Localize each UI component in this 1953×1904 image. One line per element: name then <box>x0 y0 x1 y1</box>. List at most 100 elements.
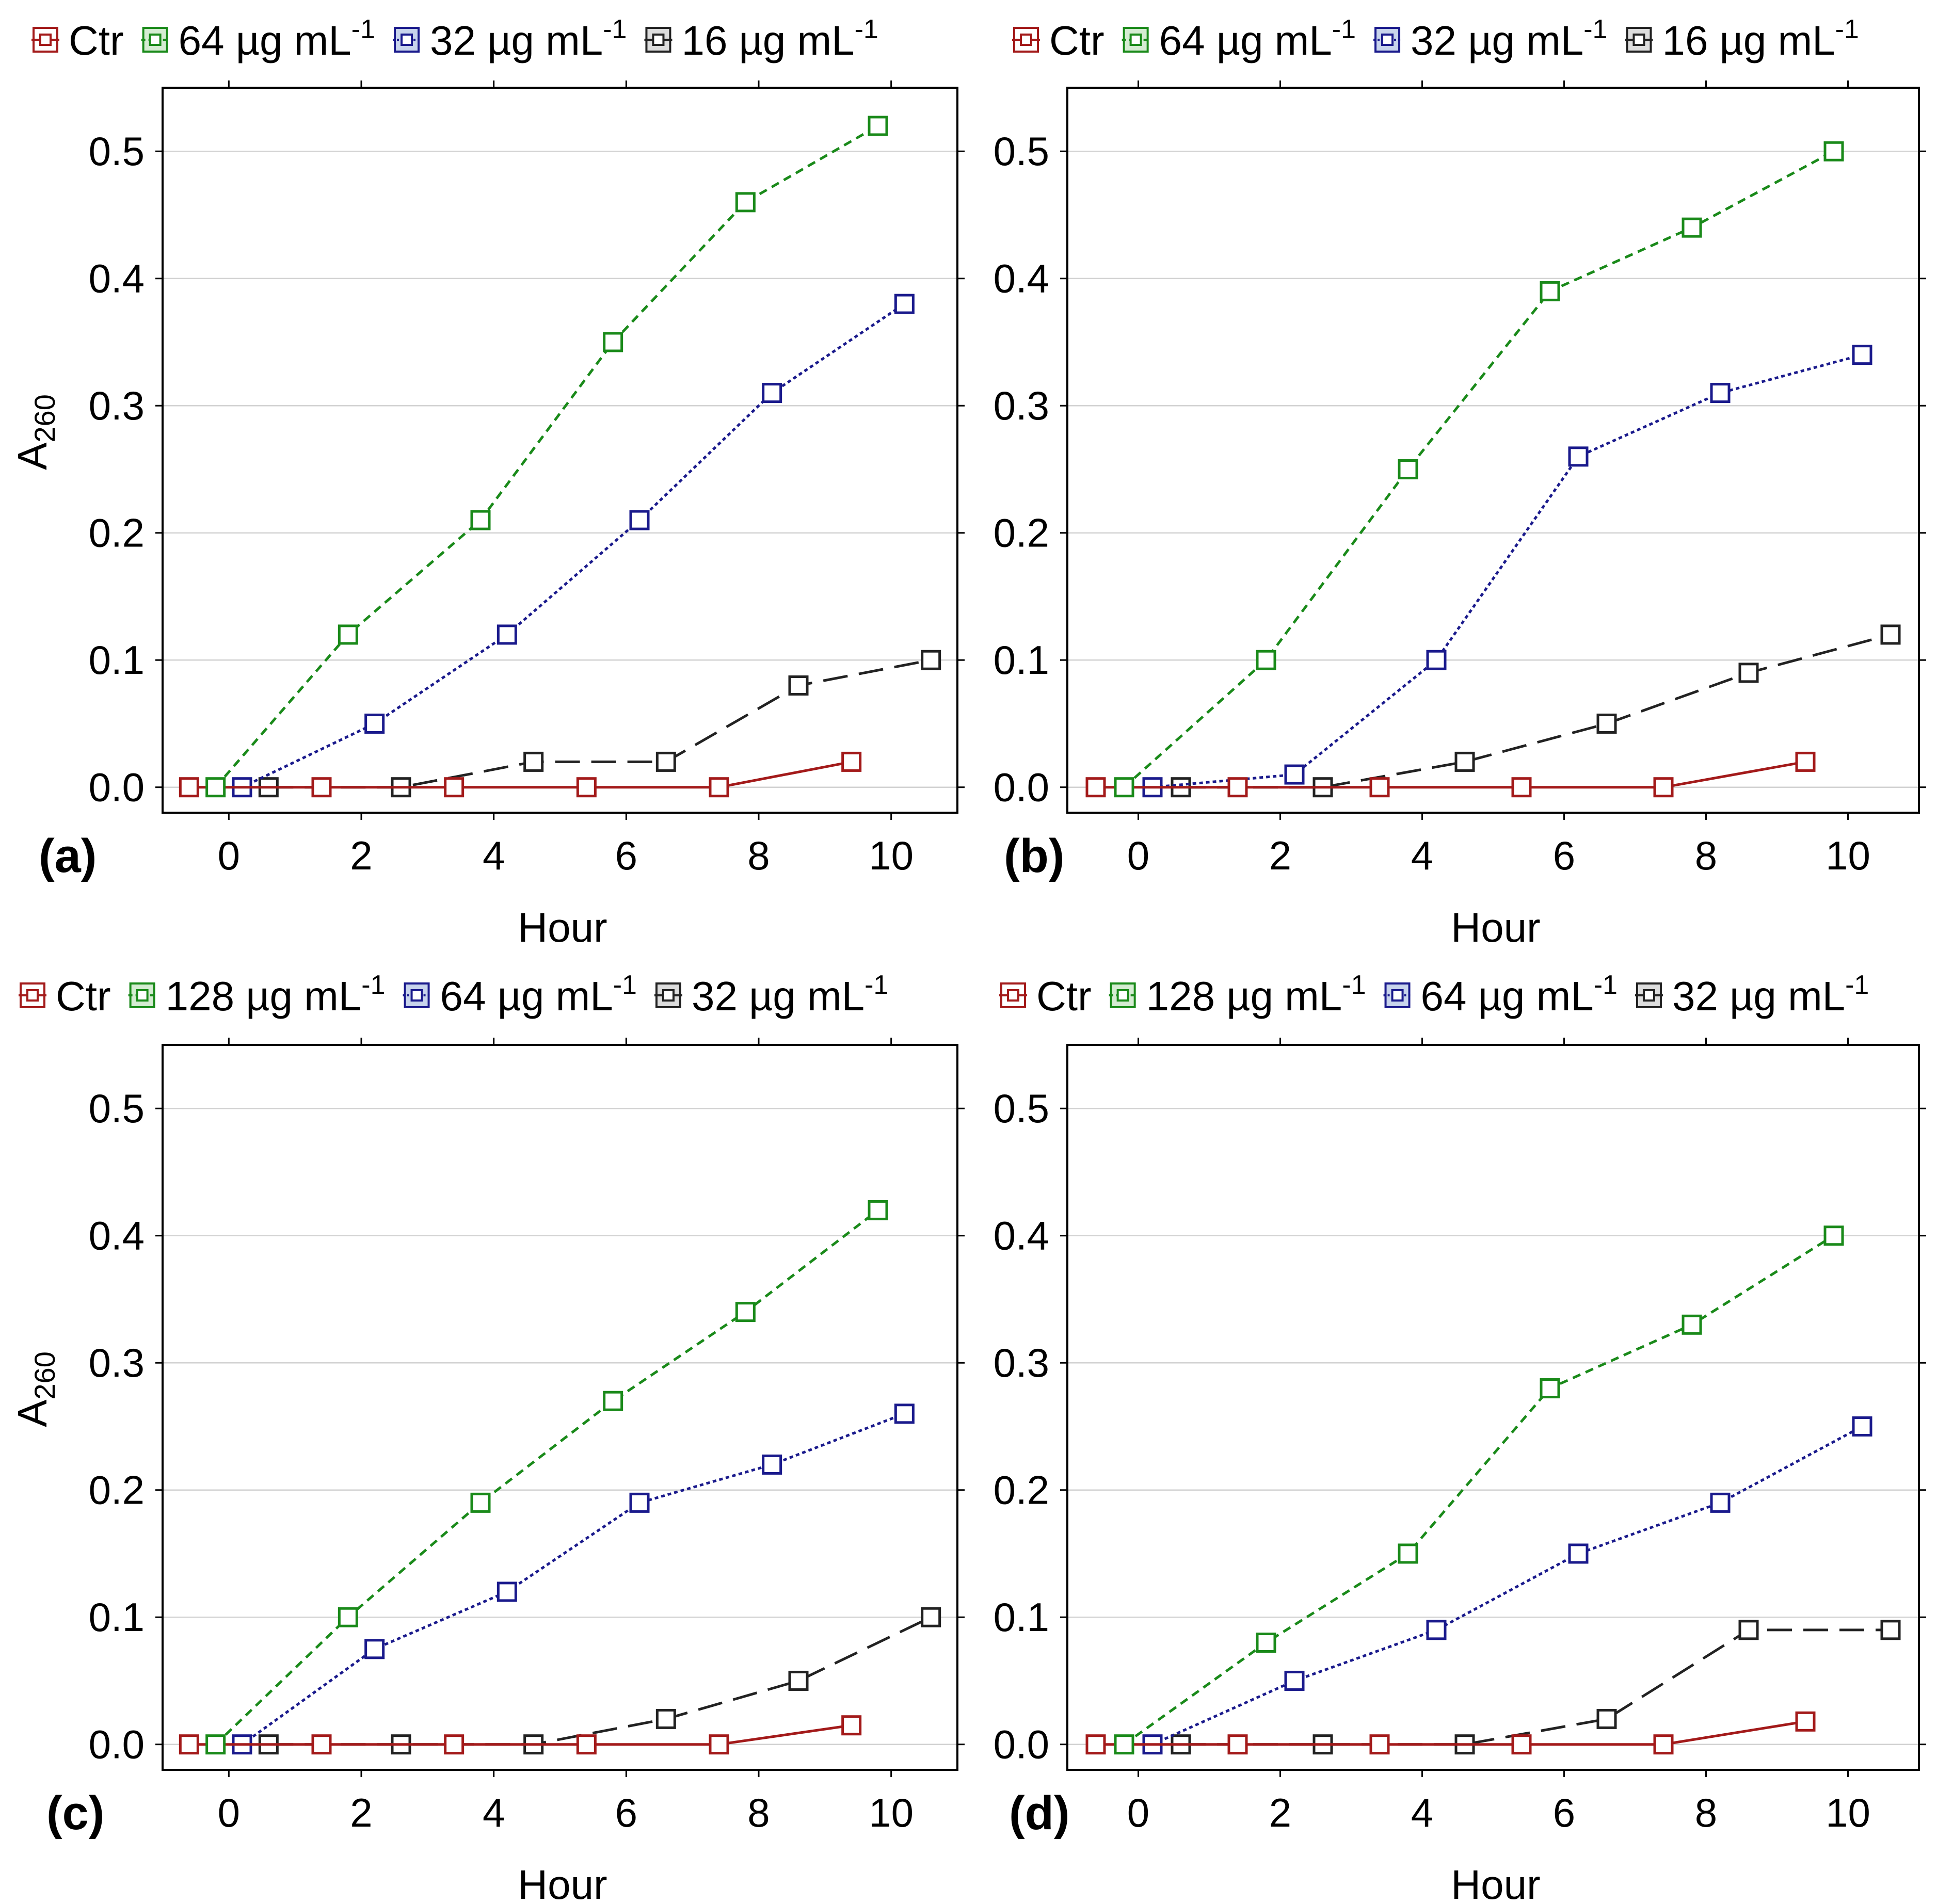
legend-item-4: 16 µg mL-1 <box>644 14 878 63</box>
data-point <box>1511 1734 1532 1755</box>
legend-item-1: Ctr <box>19 973 111 1019</box>
x-tick-label: 8 <box>747 833 770 878</box>
x-tick-label: 4 <box>1411 833 1433 878</box>
legend-label-main: 64 µg mL <box>1159 18 1332 63</box>
data-point <box>868 116 888 136</box>
legend-marker <box>662 989 675 1002</box>
series-line <box>214 124 879 788</box>
legend-label: 64 µg mL-1 <box>440 970 637 1019</box>
data-point <box>1738 1620 1759 1640</box>
legend-item-2: 64 µg mL-1 <box>141 14 375 63</box>
legend-marker <box>1116 989 1129 1002</box>
legend-label: Ctr <box>1036 973 1092 1019</box>
y-tick-label: 0.4 <box>994 256 1049 301</box>
legend-label: 32 µg mL-1 <box>1411 14 1607 63</box>
data-point <box>629 1492 650 1513</box>
legend-label-main: Ctr <box>1036 973 1092 1019</box>
data-point <box>1227 1734 1248 1755</box>
legend: Ctr 64 µg mL-1 32 µg mL-1 16 µg mL-1 <box>1012 14 1859 63</box>
series-4 <box>1171 1620 1901 1755</box>
y-tick-label: 0.0 <box>994 1722 1049 1767</box>
series-line <box>1123 1234 1835 1746</box>
plot-frame <box>162 87 958 814</box>
y-tick-label: 0.5 <box>89 1086 145 1131</box>
data-point <box>205 1734 226 1755</box>
series-4 <box>1171 624 1901 798</box>
legend-label-sup: -1 <box>1332 14 1356 44</box>
series-2 <box>205 1200 888 1755</box>
y-tick-label: 0.2 <box>994 1467 1049 1513</box>
y-axis-title-sub: 260 <box>28 1351 61 1399</box>
data-point <box>788 675 809 696</box>
x-tick-label: 2 <box>350 833 372 878</box>
x-tick-label: 8 <box>1695 833 1717 878</box>
legend-marker <box>1632 34 1645 46</box>
series-line <box>1123 150 1835 788</box>
series-1 <box>179 1715 862 1755</box>
data-point <box>179 1734 199 1755</box>
y-axis-title-main: A <box>9 1399 55 1427</box>
x-tick-label: 6 <box>1553 833 1575 878</box>
y-tick-label: 0.1 <box>994 1594 1049 1640</box>
data-point <box>1511 777 1532 798</box>
legend-label-main: 32 µg mL <box>430 18 603 63</box>
legend-label: 32 µg mL-1 <box>1672 970 1869 1019</box>
plot-frame <box>1066 1044 1920 1771</box>
data-point <box>1540 1378 1560 1399</box>
data-point <box>1795 1711 1816 1732</box>
legend-label: 32 µg mL-1 <box>692 970 888 1019</box>
x-axis-title: Hour <box>1451 1862 1540 1904</box>
legend-label-sup: -1 <box>351 14 375 44</box>
y-tick-label: 0.1 <box>89 1594 145 1640</box>
data-point <box>735 192 756 213</box>
data-point <box>364 713 385 734</box>
y-tick-label: 0.0 <box>994 765 1049 810</box>
x-tick-label: 0 <box>218 1790 240 1835</box>
x-tick-label: 0 <box>218 833 240 878</box>
legend-marker <box>410 989 423 1002</box>
y-tick-label: 0.4 <box>89 256 145 301</box>
data-point <box>709 777 729 798</box>
legend-label-main: 64 µg mL <box>179 18 351 63</box>
series-line <box>1096 760 1806 789</box>
series-2 <box>1114 141 1844 798</box>
data-point <box>1540 281 1560 301</box>
data-point <box>1852 345 1872 365</box>
legend-marker <box>39 34 52 46</box>
legend-label-main: 128 µg mL <box>166 973 362 1019</box>
legend-item-4: 32 µg mL-1 <box>654 970 888 1019</box>
data-point <box>1653 1734 1674 1755</box>
series-line <box>189 1724 852 1746</box>
data-point <box>1085 777 1106 798</box>
x-tick-label: 8 <box>747 1790 770 1835</box>
legend-item-2: 128 µg mL-1 <box>128 970 386 1019</box>
data-point <box>1114 1734 1134 1755</box>
series-line <box>189 760 852 789</box>
data-point <box>1653 777 1674 798</box>
legend-marker <box>401 34 413 46</box>
data-point <box>338 624 358 645</box>
data-point <box>444 777 465 798</box>
legend-label-sup: -1 <box>1342 970 1366 1000</box>
data-point <box>1596 1708 1617 1729</box>
y-tick-label: 0.0 <box>89 1722 145 1767</box>
data-point <box>1256 650 1276 670</box>
data-point <box>735 1302 756 1322</box>
legend-item-3: 64 µg mL-1 <box>1383 970 1618 1019</box>
x-tick-label: 6 <box>615 1790 637 1835</box>
y-tick-label: 0.5 <box>994 128 1049 174</box>
series-line <box>1096 1720 1806 1746</box>
x-tick-label: 10 <box>869 833 914 878</box>
legend-label: Ctr <box>1049 18 1104 63</box>
legend-marker <box>1381 34 1394 46</box>
legend-label: 64 µg mL-1 <box>1421 970 1618 1019</box>
data-point <box>1823 141 1844 162</box>
x-tick-label: 6 <box>615 833 637 878</box>
data-point <box>1596 713 1617 734</box>
data-point <box>1426 650 1447 670</box>
data-point <box>576 777 597 798</box>
data-point <box>1454 751 1475 772</box>
data-point <box>1880 1620 1901 1640</box>
legend-label-sup: -1 <box>855 14 878 44</box>
chart-panel-1: 0.0 0.1 0.2 0.3 0.4 0.5 0 2 4 6 8 10 Hour A260 (a) Ctr 6… <box>9 14 965 950</box>
